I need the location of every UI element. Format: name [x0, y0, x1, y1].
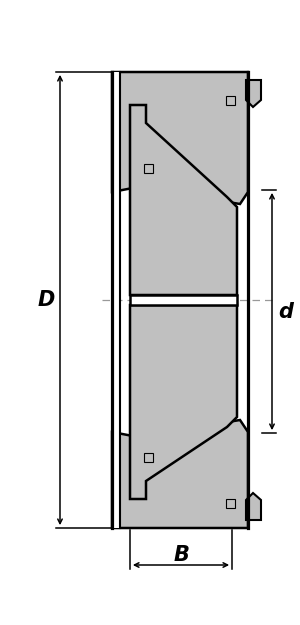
- Text: D: D: [37, 290, 55, 310]
- Polygon shape: [130, 295, 237, 305]
- Bar: [143, 452, 152, 461]
- Bar: [143, 164, 152, 172]
- Bar: [226, 96, 235, 104]
- Polygon shape: [112, 420, 248, 528]
- Bar: [142, 419, 210, 506]
- Bar: [226, 499, 235, 508]
- Polygon shape: [112, 72, 248, 204]
- Polygon shape: [246, 493, 261, 520]
- Polygon shape: [130, 105, 237, 295]
- Text: B: B: [173, 545, 189, 565]
- Polygon shape: [130, 305, 237, 499]
- Bar: [149, 97, 217, 183]
- Bar: [112, 72, 119, 528]
- Text: d: d: [278, 301, 293, 321]
- Polygon shape: [246, 80, 261, 107]
